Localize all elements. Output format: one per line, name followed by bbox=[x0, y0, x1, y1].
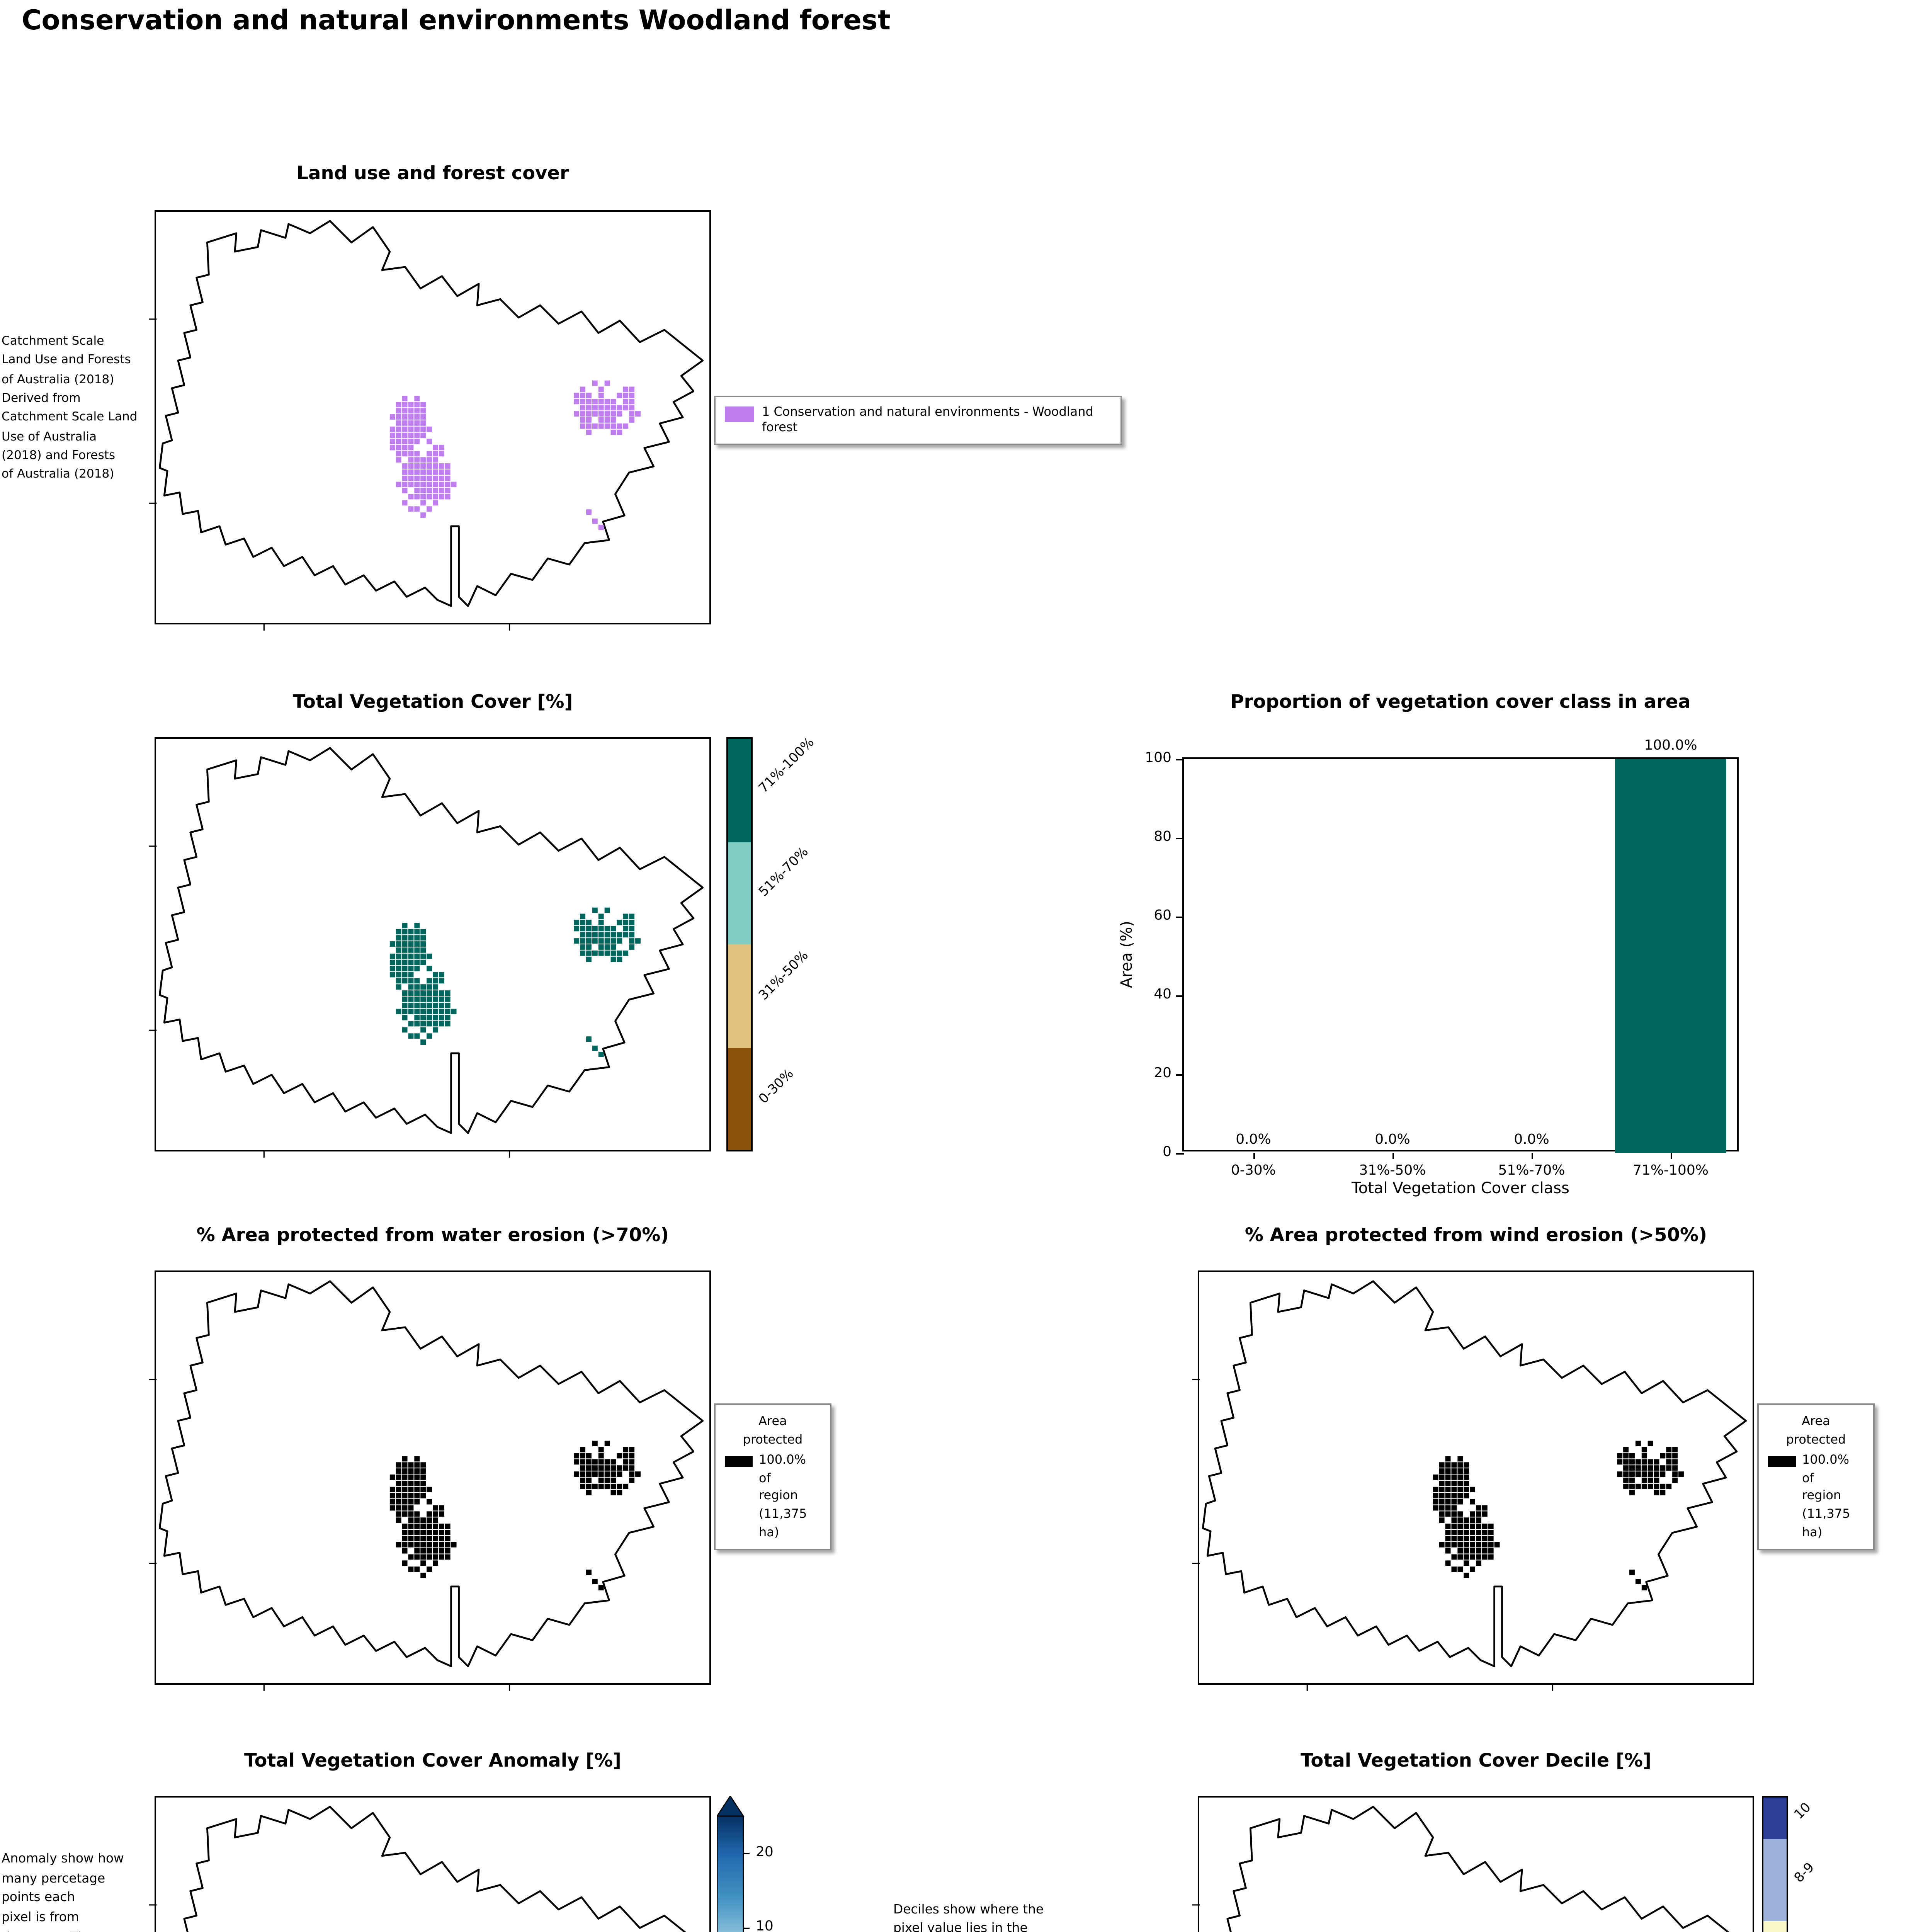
page-title: Conservation and natural environments Wo… bbox=[22, 6, 891, 37]
landuse-legend: 1 Conservation and natural environments … bbox=[714, 396, 1122, 445]
anomaly-map bbox=[149, 1796, 711, 1932]
wind-legend-label: 100.0% of region (11,375 ha) bbox=[1802, 1453, 1850, 1539]
water-erosion-legend: Area protected 100.0% of region (11,375 … bbox=[714, 1403, 831, 1551]
wind-legend-title: Area protected bbox=[1786, 1414, 1846, 1446]
wind-erosion-title: % Area protected from wind erosion (>50%… bbox=[1245, 1224, 1707, 1246]
landuse-title: Land use and forest cover bbox=[296, 162, 569, 184]
anomaly-note: Anomaly show how many percetage points e… bbox=[2, 1850, 124, 1932]
decile-title: Total Vegetation Cover Decile [%] bbox=[1301, 1750, 1651, 1771]
vegcover-colorbar: 71%-100% 51%-70% 31%-50% 0-30% bbox=[726, 735, 818, 1151]
water-erosion-title: % Area protected from water erosion (>70… bbox=[196, 1224, 669, 1246]
decile-map bbox=[1192, 1796, 1754, 1932]
vegcover-title: Total Vegetation Cover [%] bbox=[292, 691, 573, 713]
landuse-legend-swatch bbox=[725, 406, 754, 422]
landuse-legend-label: 1 Conservation and natural environments … bbox=[762, 405, 1093, 434]
wind-legend-swatch bbox=[1768, 1456, 1796, 1467]
vegcover-map bbox=[149, 737, 711, 1158]
wind-erosion-legend: Area protected 100.0% of region (11,375 … bbox=[1757, 1403, 1875, 1551]
anomaly-colorbar-gradient bbox=[716, 1795, 750, 1932]
water-legend-title: Area protected bbox=[743, 1414, 803, 1446]
decile-colorbar: 108-94-72-31 bbox=[1762, 1796, 1818, 1932]
proportion-chart-title: Proportion of vegetation cover class in … bbox=[1230, 691, 1691, 713]
water-erosion-map bbox=[149, 1270, 711, 1691]
water-legend-label: 100.0% of region (11,375 ha) bbox=[759, 1453, 807, 1539]
decile-note: Deciles show where the pixel value lies … bbox=[893, 1901, 1044, 1932]
anomaly-colorbar: 20100−10−20 bbox=[716, 1795, 825, 1932]
landuse-source-note: Catchment Scale Land Use and Forests of … bbox=[2, 334, 138, 481]
landuse-map bbox=[149, 210, 711, 631]
anomaly-title: Total Vegetation Cover Anomaly [%] bbox=[244, 1750, 621, 1771]
water-legend-swatch bbox=[725, 1456, 753, 1467]
proportion-yaxis-label: Area (%) bbox=[1119, 921, 1136, 988]
wind-erosion-map bbox=[1192, 1270, 1754, 1691]
proportion-xaxis-label: Total Vegetation Cover class bbox=[1352, 1181, 1569, 1198]
